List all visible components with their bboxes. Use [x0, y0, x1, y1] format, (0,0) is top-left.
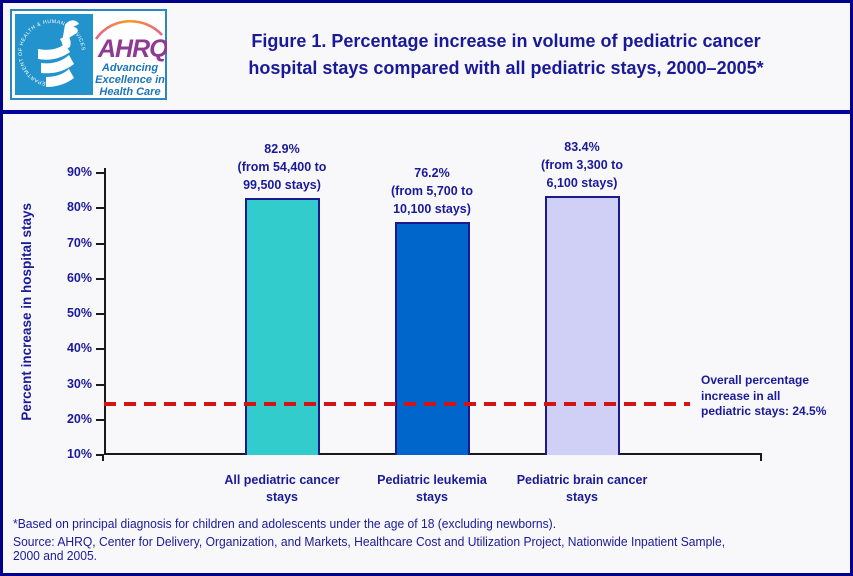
y-axis-title: Percent increase in hospital stays: [18, 202, 34, 421]
y-axis-tick-label: 40%: [66, 341, 92, 356]
y-axis-tick: [96, 172, 104, 174]
reference-dashed-line: [104, 402, 690, 406]
footnote-asterisk: *Based on principal diagnosis for childr…: [13, 516, 557, 531]
y-axis-tick: [96, 207, 104, 210]
bar-value-label-line: 83.4%: [564, 140, 600, 154]
tagline-line: Advancing: [101, 62, 159, 74]
y-axis-tick: [96, 277, 104, 280]
y-axis-title-wrap: Percent increase in hospital stays: [14, 168, 38, 455]
tagline-line: Excellence in: [95, 74, 165, 86]
bar-value-label-line: 76.2%: [414, 166, 450, 180]
reference-line-label: Overall percentage increase in all pediatr…: [701, 373, 851, 420]
bar-value-label-2: 76.2% (from 5,700 to 10,100 stays): [347, 164, 517, 218]
figure-title-line1: Figure 1. Percentage increase in volume …: [251, 31, 761, 51]
bar-value-label-3: 83.4% (from 3,300 to 6,100 stays): [497, 138, 667, 192]
category-label-2: Pediatric leukemia stays: [347, 472, 517, 506]
x-axis-tick: [102, 455, 104, 461]
y-axis-tick: [96, 418, 104, 421]
bar-1: [244, 198, 320, 455]
ahrq-tagline: Advancing Excellence in Health Care: [95, 62, 165, 98]
category-label-line: stays: [266, 490, 298, 504]
footnotes: *Based on principal diagnosis for childr…: [13, 517, 848, 563]
y-axis-tick-label: 50%: [66, 306, 92, 320]
y-axis-tick: [96, 383, 104, 386]
category-label-line: Pediatric brain cancer: [516, 473, 648, 487]
category-label-line: stays: [416, 490, 448, 504]
bar-value-label-line: 6,100 stays): [546, 176, 618, 190]
footnote-source-line2: 2000 and 2005.: [13, 548, 98, 563]
y-axis-tick-label: 80%: [66, 200, 92, 215]
reference-line-label-line: Overall percentage: [701, 373, 810, 387]
bar-value-label-line: (from 5,700 to: [391, 184, 473, 198]
category-label-line: All pediatric cancer: [224, 473, 340, 487]
tagline-line: Health Care: [99, 86, 160, 98]
category-label-1: All pediatric cancer stays: [197, 472, 367, 506]
ahrq-hhs-logo: DEPARTMENT OF HEALTH & HUMAN SERVICES • …: [10, 9, 167, 100]
reference-line-label-line: pediatric stays: 24.5%: [701, 404, 827, 418]
bar-value-label-line: 10,100 stays): [393, 202, 471, 216]
y-axis-tick-label: 70%: [66, 235, 92, 250]
y-axis-tick-label: 10%: [66, 447, 92, 461]
category-label-line: stays: [566, 490, 598, 504]
figure-title: Figure 1. Percentage increase in volume …: [170, 28, 842, 82]
y-axis-tick: [96, 454, 104, 456]
bar-value-label-line: (from 54,400 to: [237, 160, 327, 174]
category-label-line: Pediatric leukemia: [377, 473, 487, 487]
y-axis-tick-label: 20%: [66, 411, 92, 426]
bar-2: [394, 222, 470, 455]
y-axis-tick-label: 60%: [66, 270, 92, 285]
y-axis-tick: [96, 242, 104, 245]
bar-value-label-line: (from 3,300 to: [541, 158, 623, 172]
y-axis-tick-label: 90%: [66, 165, 92, 179]
footnote-source-line1: Source: AHRQ, Center for Delivery, Organ…: [13, 534, 726, 549]
y-axis-tick-label: 30%: [66, 376, 92, 391]
y-axis-tick: [96, 348, 104, 351]
header-divider-rule: [0, 110, 853, 114]
x-axis-tick: [760, 455, 762, 461]
y-axis-tick: [96, 313, 104, 315]
logo-swoosh: [94, 19, 163, 40]
reference-line-label-line: increase in all: [701, 388, 781, 403]
bar-3: [544, 196, 620, 455]
figure-title-line2: hospital stays compared with all pediatr…: [248, 58, 764, 78]
ahrq-wordmark: AHRQ: [97, 35, 167, 63]
bar-value-label-1: 82.9% (from 54,400 to 99,500 stays): [197, 140, 367, 194]
bar-value-label-line: 82.9%: [264, 142, 300, 156]
category-label-3: Pediatric brain cancer stays: [497, 472, 667, 506]
bar-value-label-line: 99,500 stays): [243, 178, 321, 192]
